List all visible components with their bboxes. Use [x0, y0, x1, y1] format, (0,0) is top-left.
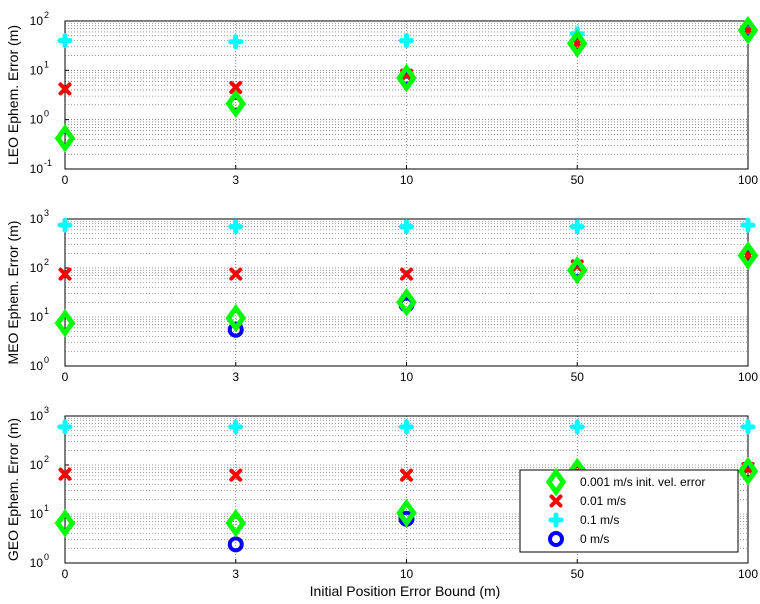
point-x [229, 80, 243, 94]
point-diamond [225, 89, 247, 119]
y-tick-exponent: 2 [44, 454, 49, 464]
y-tick-label: 10 [30, 556, 44, 570]
y-tick-exponent: 0 [44, 355, 49, 365]
point-plus [57, 419, 73, 435]
x-tick-label: 100 [738, 370, 758, 384]
legend-label: 0.01 m/s [580, 494, 626, 508]
y-tick-label: 10 [30, 310, 44, 324]
y-tick-label: 10 [30, 359, 44, 373]
y-tick-label: 10 [30, 113, 44, 127]
y-tick-exponent: 3 [44, 208, 49, 218]
x-axis-label: Initial Position Error Bound (m) [310, 583, 501, 599]
x-tick-label: 0 [62, 567, 69, 581]
point-circle [227, 321, 244, 338]
point-plus [740, 217, 756, 233]
y-tick-label: 10 [30, 261, 44, 275]
point-plus [228, 219, 244, 235]
y-tick-label: 10 [30, 63, 44, 77]
y-tick-label: 10 [30, 507, 44, 521]
point-plus [399, 219, 414, 235]
point-x [58, 82, 72, 96]
y-axis-label: MEO Ephem. Error (m) [5, 221, 21, 365]
point-diamond [396, 498, 417, 528]
y-tick-label: 10 [30, 458, 44, 472]
point-x [400, 468, 413, 482]
point-diamond [396, 287, 417, 317]
legend-label: 0.001 m/s init. vel. error [580, 475, 705, 489]
point-plus [399, 419, 414, 435]
y-tick-label: 10 [30, 409, 44, 423]
y-axis-label: GEO Ephem. Error (m) [5, 418, 21, 561]
y-tick-exponent: 3 [44, 405, 49, 415]
point-plus [57, 33, 73, 49]
point-plus [228, 34, 244, 50]
point-plus [57, 217, 73, 233]
legend: 0.001 m/s init. vel. error 0.01 m/s 0.1 m/… [519, 467, 739, 553]
legend-marker-diamond [545, 467, 567, 497]
legend-marker-circle [548, 531, 564, 547]
point-x [400, 267, 413, 281]
x-tick-label: 10 [400, 173, 414, 187]
x-tick-label: 3 [232, 173, 239, 187]
point-x [229, 468, 243, 482]
point-plus [740, 419, 756, 435]
x-tick-label: 50 [571, 567, 585, 581]
x-tick-label: 10 [400, 567, 414, 581]
point-diamond [225, 303, 247, 333]
point-diamond [566, 255, 588, 285]
point-diamond [737, 15, 759, 45]
x-tick-label: 10 [400, 370, 414, 384]
legend-label: 0.1 m/s [580, 513, 619, 527]
point-circle [227, 536, 244, 553]
y-tick-exponent: -1 [44, 158, 52, 168]
y-tick-label: 10 [30, 14, 44, 28]
point-x [58, 267, 72, 281]
point-diamond [54, 508, 76, 538]
y-tick-exponent: 1 [44, 503, 49, 513]
x-tick-label: 0 [62, 173, 69, 187]
point-diamond [54, 123, 76, 153]
y-tick-exponent: 2 [44, 10, 49, 20]
point-x [58, 467, 72, 481]
point-diamond [225, 508, 247, 538]
point-diamond [737, 241, 759, 270]
y-tick-label: 10 [30, 162, 44, 176]
x-tick-label: 50 [571, 370, 585, 384]
legend-box [519, 469, 739, 553]
y-tick-exponent: 1 [44, 59, 49, 69]
y-tick-exponent: 1 [44, 306, 49, 316]
y-tick-exponent: 2 [44, 257, 49, 267]
point-x [229, 267, 243, 281]
point-plus [228, 419, 244, 435]
x-tick-label: 50 [571, 173, 585, 187]
y-tick-exponent: 0 [44, 552, 49, 562]
point-plus [399, 33, 414, 49]
y-tick-label: 10 [30, 212, 44, 226]
point-diamond [566, 29, 588, 58]
legend-marker-plus [548, 512, 564, 528]
legend-marker-x [549, 494, 563, 508]
point-diamond [396, 63, 417, 93]
point-plus [569, 419, 585, 435]
x-tick-label: 3 [232, 370, 239, 384]
x-tick-label: 100 [738, 173, 758, 187]
x-tick-label: 100 [738, 567, 758, 581]
y-axis-label: LEO Ephem. Error (m) [5, 25, 21, 165]
point-plus [569, 219, 585, 235]
x-tick-label: 0 [62, 370, 69, 384]
point-diamond [54, 308, 76, 338]
legend-label: 0 m/s [580, 532, 609, 546]
x-tick-label: 3 [232, 567, 239, 581]
point-diamond [737, 456, 759, 486]
y-tick-exponent: 0 [44, 109, 49, 119]
